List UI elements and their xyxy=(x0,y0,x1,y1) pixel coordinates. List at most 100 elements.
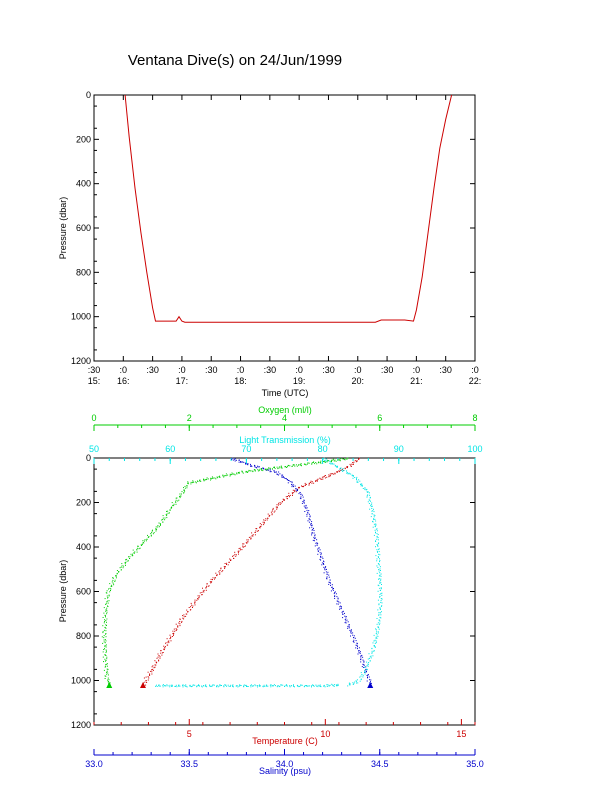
light-point xyxy=(373,534,375,536)
oxygen-point xyxy=(103,635,105,637)
light-bottom-point xyxy=(301,684,303,686)
salinity-point xyxy=(294,485,296,487)
light-point xyxy=(368,492,370,494)
light-bottom-point xyxy=(171,684,173,686)
oxygen-point xyxy=(195,481,197,483)
salinity-point xyxy=(356,643,358,645)
light-bottom-point xyxy=(156,686,158,687)
light-point xyxy=(376,618,378,619)
temperature-point xyxy=(227,564,229,566)
light-bottom-point xyxy=(319,685,321,687)
light-point xyxy=(330,462,332,464)
temperature-tick-label: 5 xyxy=(187,729,192,739)
top-x-tick-hour: 20: xyxy=(352,376,365,386)
salinity-point xyxy=(366,669,368,671)
temperature-point xyxy=(160,650,162,652)
oxygen-point xyxy=(120,569,122,571)
oxygen-point xyxy=(164,517,166,519)
oxygen-point xyxy=(276,466,278,468)
light-bottom-point xyxy=(286,684,287,686)
oxygen-point xyxy=(261,468,263,470)
salinity-point xyxy=(363,667,365,668)
oxygen-point xyxy=(261,469,263,471)
temperature-point xyxy=(315,480,316,482)
oxygen-point xyxy=(109,682,111,684)
light-bottom-point xyxy=(313,685,315,687)
light-bottom-point xyxy=(182,686,184,688)
oxygen-point xyxy=(238,472,240,474)
oxygen-point xyxy=(315,462,317,463)
oxygen-point xyxy=(311,463,313,465)
light-point xyxy=(333,463,335,465)
oxygen-point xyxy=(103,639,105,641)
bottom-y-tick-label: 1200 xyxy=(71,720,91,730)
salinity-point xyxy=(287,482,289,484)
light-bottom-point xyxy=(210,685,212,687)
light-point xyxy=(370,655,372,657)
temperature-point xyxy=(271,510,273,512)
light-point xyxy=(378,627,380,629)
temperature-point xyxy=(242,546,244,548)
oxygen-point xyxy=(250,470,252,472)
oxygen-point xyxy=(114,581,116,582)
light-point xyxy=(376,528,378,530)
light-point xyxy=(339,468,341,470)
oxygen-point xyxy=(173,503,175,505)
salinity-point xyxy=(310,523,311,525)
light-point xyxy=(375,629,377,631)
light-point xyxy=(325,459,327,461)
light-point xyxy=(378,556,379,558)
salinity-point xyxy=(360,655,362,657)
salinity-point xyxy=(333,593,335,595)
light-bottom-point xyxy=(211,685,213,687)
oxygen-point xyxy=(105,620,107,621)
oxygen-point xyxy=(105,633,107,634)
temperature-point xyxy=(144,681,146,683)
light-point xyxy=(367,494,369,496)
light-point xyxy=(348,682,350,684)
salinity-point xyxy=(257,465,259,467)
light-point xyxy=(379,582,381,584)
light-bottom-point xyxy=(324,686,326,688)
oxygen-point xyxy=(102,651,104,653)
top-x-tick-hour: 15: xyxy=(88,376,101,386)
light-bottom-point xyxy=(176,686,178,688)
light-bottom-point xyxy=(212,684,214,686)
salinity-point xyxy=(366,680,368,682)
light-bottom-point xyxy=(257,685,259,686)
top-y-tick-label: 1000 xyxy=(71,312,91,322)
salinity-point xyxy=(293,486,294,488)
light-point xyxy=(369,494,371,496)
light-point xyxy=(373,519,375,521)
salinity-point xyxy=(305,505,307,507)
salinity-point xyxy=(326,577,328,579)
temperature-point xyxy=(174,630,176,632)
light-bottom-point xyxy=(305,685,307,687)
salinity-point xyxy=(250,465,252,466)
temperature-point xyxy=(146,682,148,683)
oxygen-point xyxy=(109,587,111,589)
light-point xyxy=(378,624,380,626)
salinity-point xyxy=(306,507,308,509)
salinity-point xyxy=(347,625,349,627)
oxygen-point xyxy=(106,601,108,603)
oxygen-point xyxy=(267,468,269,470)
light-point xyxy=(371,508,373,509)
oxygen-point xyxy=(166,510,167,512)
temperature-point xyxy=(329,475,331,477)
light-point xyxy=(378,628,380,630)
light-bottom-point xyxy=(307,685,309,687)
light-bottom-point xyxy=(235,685,237,687)
oxygen-point xyxy=(115,575,117,577)
oxygen-point xyxy=(151,530,153,532)
light-point xyxy=(330,463,332,465)
temperature-point xyxy=(285,496,287,498)
light-bottom-point xyxy=(217,686,219,688)
oxygen-point xyxy=(320,460,322,462)
light-point xyxy=(342,468,344,470)
temperature-point xyxy=(247,541,249,543)
oxygen-point xyxy=(298,464,300,465)
temperature-point xyxy=(160,652,162,654)
light-point xyxy=(366,664,368,666)
oxygen-point xyxy=(105,640,107,642)
